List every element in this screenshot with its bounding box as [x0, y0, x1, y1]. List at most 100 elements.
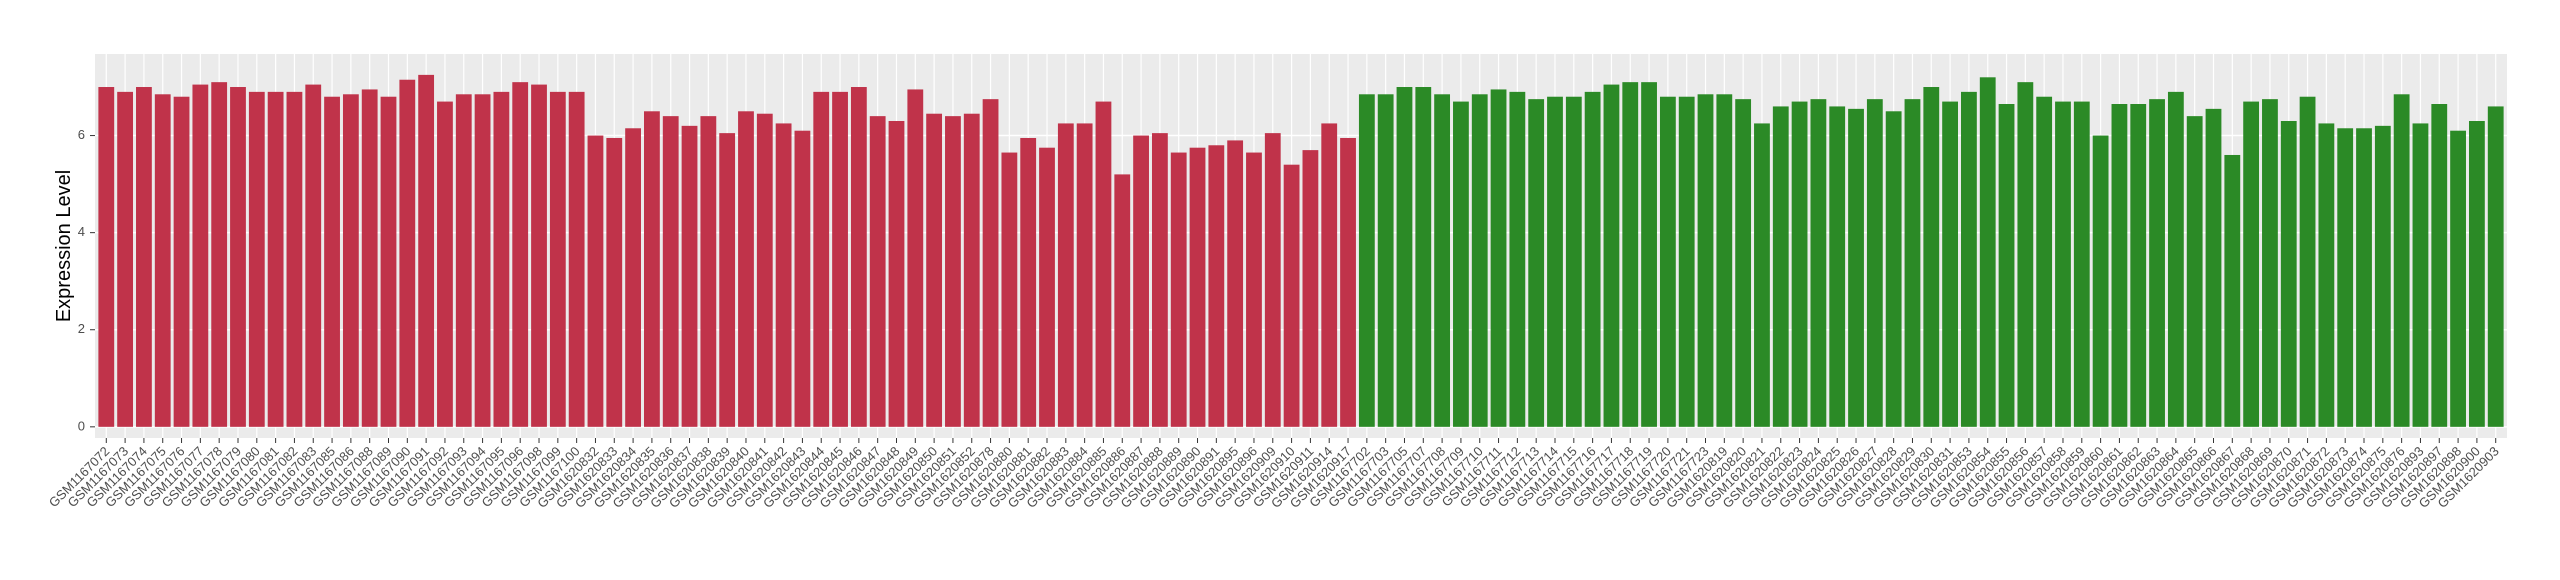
bar [1848, 108, 1864, 427]
bar [2243, 101, 2260, 427]
bar [1772, 106, 1789, 427]
bar [832, 91, 848, 427]
bar [549, 91, 566, 427]
bar [1547, 96, 1563, 427]
bar [1246, 152, 1262, 427]
bar [2111, 104, 2128, 427]
bar [2073, 101, 2090, 427]
bar [945, 116, 961, 427]
y-tick-label: 4 [78, 224, 85, 239]
bar [1829, 106, 1846, 427]
bar [361, 89, 378, 427]
bar [2280, 120, 2297, 427]
bar [2036, 96, 2053, 427]
bar [1754, 123, 1770, 427]
bar [267, 91, 284, 427]
bar [1133, 135, 1149, 427]
bar [625, 128, 641, 427]
bar [756, 113, 773, 427]
bar [2205, 108, 2222, 427]
bar [2374, 125, 2391, 427]
bar [1565, 96, 1582, 427]
bar [1923, 87, 1940, 427]
bar [1641, 82, 1657, 427]
bar [1866, 99, 1883, 427]
bar [1302, 150, 1319, 427]
bar [1735, 99, 1752, 427]
bar [1434, 94, 1451, 427]
bar [2299, 96, 2316, 427]
bar [117, 91, 134, 427]
y-tick-label: 0 [78, 418, 85, 433]
bar [1659, 96, 1676, 427]
bar [1020, 137, 1037, 427]
bar [1791, 101, 1808, 427]
bar [1377, 94, 1394, 427]
bar [230, 87, 246, 427]
bar [248, 91, 265, 427]
bar [380, 96, 397, 427]
bar [2393, 94, 2410, 427]
bar [1151, 133, 1168, 427]
bar [1114, 174, 1131, 427]
bar [1283, 164, 1300, 427]
bar [1810, 99, 1827, 427]
bar [2431, 104, 2448, 427]
bar [1998, 104, 2015, 427]
bar [1904, 99, 1921, 427]
bar [1678, 96, 1695, 427]
bar [1208, 145, 1225, 427]
bar [587, 135, 604, 427]
bar [2356, 128, 2372, 427]
bar [2186, 116, 2203, 427]
bar [324, 96, 340, 427]
bar [531, 84, 547, 427]
bar [1697, 94, 1714, 427]
bar [738, 111, 754, 427]
bar [2468, 120, 2485, 427]
bar [2167, 91, 2184, 427]
bar [2337, 128, 2354, 427]
bar [154, 94, 171, 427]
bar [1453, 101, 1469, 427]
bar [2412, 123, 2429, 427]
bar [305, 84, 322, 427]
bar [1396, 87, 1413, 427]
bar [1358, 94, 1375, 427]
bar [1584, 91, 1601, 427]
bar [1885, 111, 1902, 427]
bar [1603, 84, 1620, 427]
bar [662, 116, 679, 427]
bar [211, 82, 228, 427]
bar [2130, 104, 2147, 427]
bar [342, 94, 359, 427]
bar [2450, 130, 2466, 427]
bar [512, 82, 529, 427]
bar [2092, 135, 2109, 427]
bar [1340, 137, 1356, 427]
bar [963, 113, 980, 427]
bar [1415, 87, 1432, 427]
bar [907, 89, 924, 427]
bar [926, 113, 943, 427]
bar [1170, 152, 1187, 427]
bar [192, 84, 209, 427]
y-tick-label: 2 [78, 321, 85, 336]
bar [136, 87, 152, 427]
bar [2262, 99, 2278, 427]
bar [719, 133, 736, 427]
bar [850, 87, 867, 427]
bar [1095, 101, 1112, 427]
bar [700, 116, 717, 427]
bar [606, 137, 623, 427]
y-tick-label: 6 [78, 127, 85, 142]
bar [98, 87, 115, 427]
bar [2055, 101, 2071, 427]
bar [644, 111, 660, 427]
bar [437, 101, 453, 427]
bar [474, 94, 491, 427]
bar [1264, 133, 1281, 427]
bar [775, 123, 792, 427]
bar [1961, 91, 1977, 427]
bar [1189, 147, 1206, 427]
